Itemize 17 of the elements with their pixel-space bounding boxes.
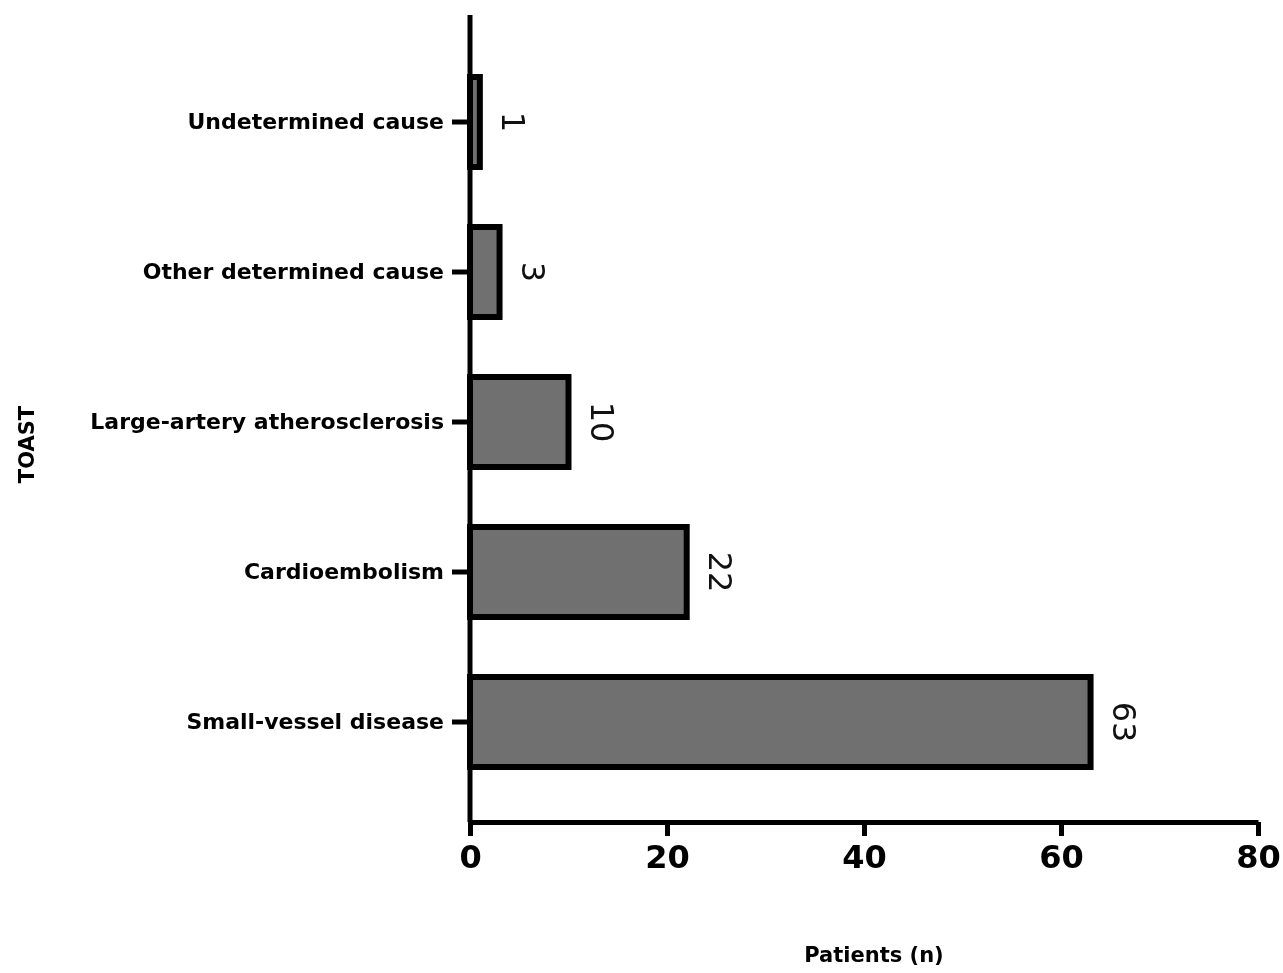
x-tick-label: 40 (842, 837, 887, 876)
y-tick-label: Undetermined cause (187, 109, 444, 135)
y-axis-title: TOAST (15, 405, 39, 484)
x-tick-label: 0 (459, 837, 482, 876)
y-tick-label: Other determined cause (142, 259, 444, 285)
y-tick-label: Large-artery atherosclerosis (90, 409, 444, 435)
data-label: 3 (513, 261, 552, 283)
data-label: 22 (700, 551, 739, 593)
data-label: 63 (1104, 701, 1143, 743)
data-label: 1 (493, 111, 532, 133)
y-tick-label: Small-vessel disease (186, 709, 444, 735)
x-tick-label: 20 (645, 837, 690, 876)
data-label: 10 (582, 401, 621, 443)
x-axis-title: Patients (n) (804, 943, 944, 967)
y-tick-label: Cardioembolism (243, 559, 444, 585)
x-tick-label: 80 (1236, 837, 1281, 876)
x-tick-label: 60 (1039, 837, 1084, 876)
